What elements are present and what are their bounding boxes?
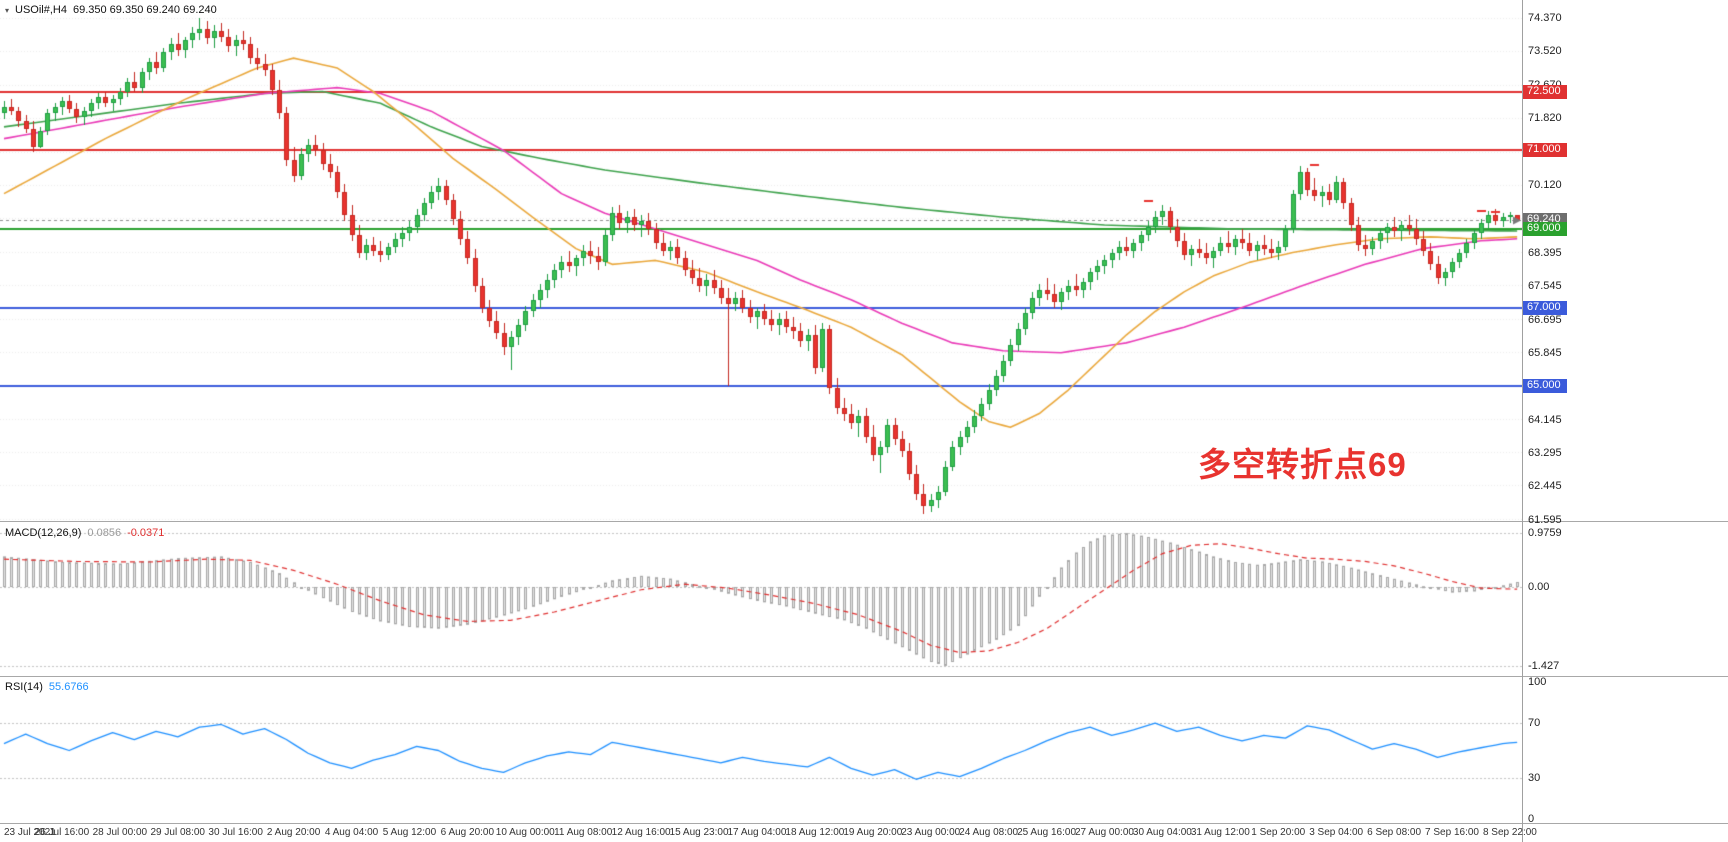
- hline-price-badge: 67.000: [1523, 300, 1567, 315]
- price-axis-label: 65.845: [1528, 346, 1562, 359]
- time-axis-label: 2 Aug 20:00: [266, 827, 321, 838]
- rsi-axis-label: 100: [1528, 676, 1547, 688]
- time-axis-label: 7 Sep 16:00: [1425, 827, 1479, 838]
- macd-label: MACD(12,26,9): [5, 527, 82, 539]
- rsi-axis-label: 30: [1528, 771, 1541, 784]
- annotation-text: 多空转折点69: [1198, 446, 1407, 483]
- symbol-info-bar: ▾ USOil#,H4 69.350 69.350 69.240 69.240: [5, 4, 217, 16]
- hline-price-badge: 71.000: [1523, 143, 1567, 158]
- time-axis-label: 25 Aug 16:00: [1017, 827, 1077, 838]
- hline-price-badge: 69.000: [1523, 221, 1567, 236]
- price-axis-label: 71.820: [1528, 112, 1562, 125]
- price-axis-label: 63.295: [1528, 447, 1562, 460]
- time-axis-label: 31 Aug 12:00: [1190, 827, 1250, 838]
- time-axis-label: 29 Jul 08:00: [150, 827, 206, 838]
- time-axis-label: 8 Sep 22:00: [1482, 827, 1537, 838]
- time-axis-label: 11 Aug 08:00: [554, 827, 613, 838]
- hline-price-badge: 65.000: [1523, 379, 1567, 394]
- symbol-timeframe-label: USOil#,H4: [15, 4, 67, 16]
- time-axis-label: 30 Jul 16:00: [208, 827, 263, 838]
- time-axis-label: 26 Jul 16:00: [34, 827, 90, 838]
- ohlc-values: 69.350 69.350 69.240 69.240: [72, 4, 217, 16]
- price-axis-label: 64.145: [1528, 413, 1562, 426]
- macd-signal-value: -0.0371: [127, 527, 165, 539]
- rsi-legend: RSI(14) 55.6766: [5, 681, 89, 693]
- price-axis-label: 67.545: [1528, 280, 1562, 293]
- price-axis-label: 73.520: [1528, 45, 1562, 58]
- time-axis-label: 10 Aug 00:00: [495, 827, 555, 838]
- time-axis-label: 19 Aug 20:00: [843, 827, 903, 838]
- macd-panel-canvas[interactable]: [0, 522, 1522, 677]
- macd-axis-label: 0.9759: [1528, 526, 1562, 539]
- price-axis-label: 74.370: [1528, 12, 1562, 25]
- price-scale-column[interactable]: 74.37073.52072.67071.82070.12068.39567.5…: [1523, 0, 1728, 842]
- time-axis-label: 5 Aug 12:00: [382, 827, 437, 838]
- price-chart-canvas[interactable]: [0, 0, 1522, 522]
- time-axis-label: 30 Aug 04:00: [1132, 827, 1192, 838]
- price-axis-label: 66.695: [1528, 313, 1562, 326]
- macd-axis-label: 0.00: [1528, 581, 1550, 593]
- time-axis-label: 3 Sep 04:00: [1309, 827, 1364, 838]
- time-axis-label: 6 Aug 20:00: [440, 827, 495, 838]
- panel-separator[interactable]: [0, 823, 1728, 824]
- time-axis-label: 18 Aug 12:00: [785, 827, 845, 838]
- macd-legend: MACD(12,26,9) 0.0856 -0.0371: [5, 527, 164, 539]
- price-axis-label: 68.395: [1528, 246, 1562, 259]
- rsi-panel-canvas[interactable]: [0, 677, 1522, 824]
- time-axis-label: 12 Aug 16:00: [611, 827, 671, 838]
- price-axis-label: 61.595: [1528, 513, 1562, 526]
- rsi-axis-label: 0: [1528, 813, 1535, 825]
- time-axis-label: 28 Jul 00:00: [92, 827, 148, 838]
- panel-separator[interactable]: [0, 521, 1728, 522]
- time-axis-label: 27 Aug 00:00: [1074, 827, 1134, 838]
- rsi-label: RSI(14): [5, 681, 43, 693]
- time-axis-label: 1 Sep 20:00: [1251, 827, 1306, 838]
- time-axis-label: 24 Aug 08:00: [959, 827, 1019, 838]
- macd-main-value: 0.0856: [87, 527, 122, 539]
- macd-axis-label: -1.427: [1528, 660, 1560, 673]
- time-axis-label: 23 Aug 00:00: [901, 827, 961, 838]
- time-axis-label: 17 Aug 04:00: [727, 827, 787, 838]
- price-axis-label: 70.120: [1528, 178, 1562, 191]
- time-axis-label: 15 Aug 23:00: [669, 827, 729, 838]
- time-axis-label: 4 Aug 04:00: [324, 827, 379, 838]
- chart-dropdown-icon[interactable]: ▾: [5, 5, 10, 15]
- panel-separator[interactable]: [0, 676, 1728, 677]
- time-axis-label: 23 Jul 2021: [4, 827, 56, 838]
- hline-price-badge: 72.500: [1523, 84, 1567, 99]
- price-axis-label: 62.445: [1528, 480, 1562, 493]
- time-axis[interactable]: 23 Jul 2021 26 Jul 16:00 28 Jul 00:00 29 Ju…: [0, 824, 1728, 842]
- price-scale-border: [1522, 0, 1523, 842]
- rsi-axis-label: 70: [1528, 717, 1541, 730]
- time-axis-label: 6 Sep 08:00: [1367, 827, 1422, 838]
- rsi-value: 55.6766: [48, 681, 89, 693]
